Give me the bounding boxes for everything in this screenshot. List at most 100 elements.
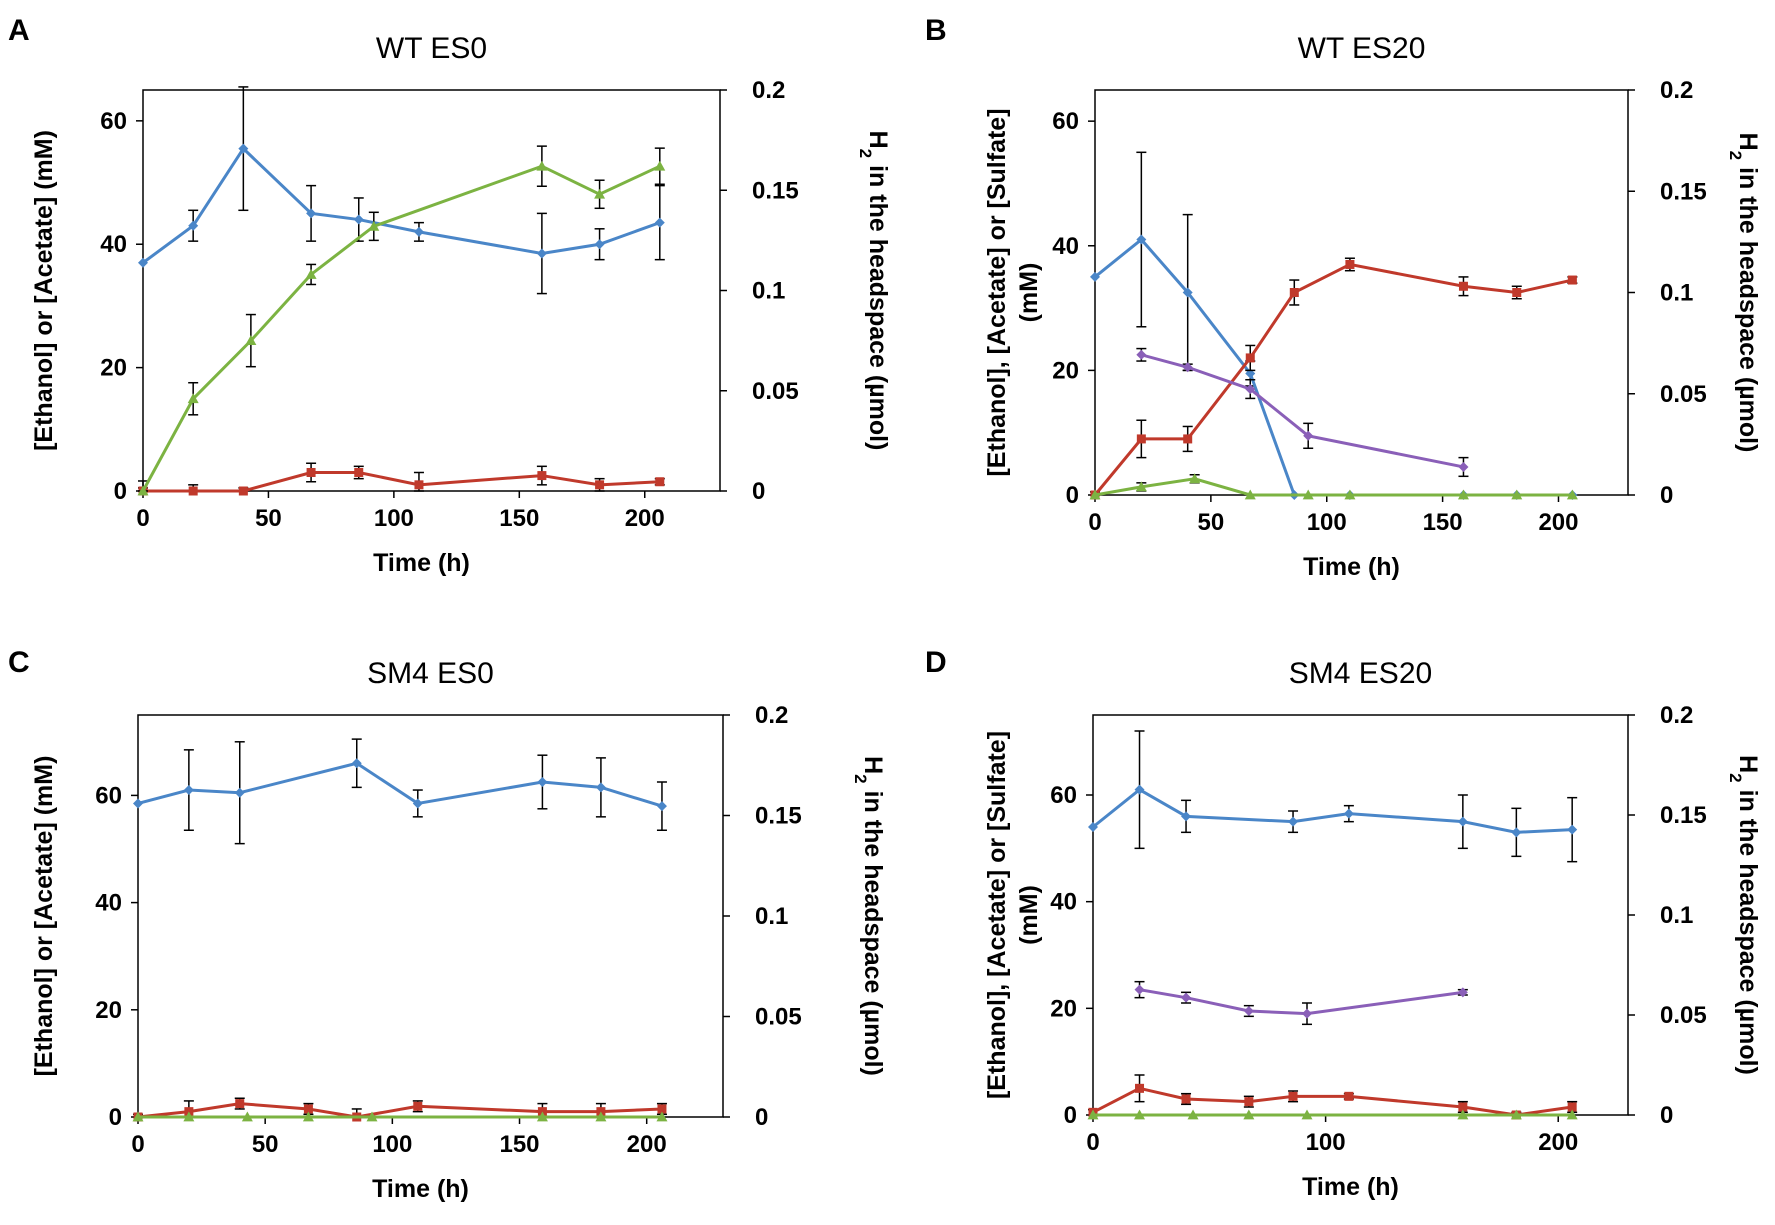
panel-c-plot-frame	[137, 714, 724, 1118]
panel-a-series-h2-line	[141, 164, 661, 492]
panel-a-xtick-label: 50	[255, 505, 282, 532]
panel-d-series-ethanol-point	[1134, 784, 1145, 795]
panel-b-series-acetate-point	[1512, 288, 1522, 297]
panel-b-series-acetate-point	[1136, 434, 1146, 444]
panel-b-series-sulfate-point	[1245, 384, 1256, 395]
panel-c-y2tick-label: 0.05	[755, 1004, 802, 1031]
panel-d-series-sulfate-point	[1134, 984, 1145, 995]
panel-d: D SM4 ES20 0 100 200 0 20 40 60 0 0.05 0.1 0.15 0.2 Ti…	[925, 646, 1762, 1201]
panel-a: A WT ES0 0 50 100 150 200 0 20 40 60 0 0.05 0.1 0.15 0.…	[8, 14, 892, 577]
panel-d-ylabel-units: (mM)	[1015, 885, 1043, 945]
panel-d-ylabel: [Ethanol], [Acetate] or [Sulfate]	[983, 731, 1011, 1099]
panel-b-series-acetate-point	[1245, 353, 1255, 363]
panel-d-series-sulfate-point	[1302, 1008, 1312, 1019]
panel-d-series-acetate-point	[1244, 1097, 1254, 1107]
panel-c-series-h2-point	[132, 1111, 144, 1122]
panel-d-series-h2-point	[1566, 1109, 1578, 1120]
panel-d-ytick-label: 20	[1050, 995, 1077, 1022]
panel-d-series-acetate-point	[1344, 1091, 1354, 1101]
panel-b-series-sulfate-point	[1136, 349, 1147, 360]
panel-a-series-acetate-point	[238, 486, 248, 496]
panel-b-series-acetate-point	[1345, 259, 1355, 269]
panel-a-series-ethanol-point	[413, 226, 424, 237]
panel-b-y2label: H2 in the headspace (µmol)	[1727, 133, 1763, 453]
panel-d-series-h2-point	[1457, 1109, 1469, 1120]
panel-d-series-ethanol-point	[1343, 808, 1354, 819]
panel-d-y2label-h: H	[1734, 755, 1762, 773]
panel-a-series-ethanol-point	[353, 214, 364, 225]
panel-a-series-acetate-point	[414, 480, 424, 490]
panel-a-series-acetate-point	[537, 471, 547, 481]
panel-c-y2label-h: H	[859, 756, 887, 774]
panel-b-y2label-sub: 2	[1727, 151, 1746, 160]
panel-c-y2tick-label: 0.1	[755, 903, 788, 930]
panel-b-series-sulfate-point	[1303, 430, 1314, 441]
panel-b-series-h2-point	[1511, 489, 1523, 500]
panel-d-series-acetate-point	[1567, 1102, 1577, 1112]
panel-c-y2label: H2 in the headspace (µmol)	[852, 756, 888, 1076]
panel-a-series-ethanol-point	[654, 217, 665, 228]
panel-d-letter: D	[925, 646, 947, 679]
panel-d-series-ethanol-point	[1288, 816, 1299, 827]
panel-c-series-ethanol-point	[595, 782, 606, 793]
panel-d-y2tick-label: 0.05	[1660, 1002, 1707, 1029]
panel-d-y2tick-label: 0.15	[1660, 802, 1707, 829]
panel-c-series-h2-point	[656, 1111, 668, 1122]
panel-b-series-acetate-line	[1093, 262, 1573, 496]
panel-c-series-ethanol-point	[412, 798, 423, 809]
panel-d-series-h2-point	[1087, 1109, 1099, 1120]
panel-d-series-acetate-point	[1288, 1091, 1298, 1101]
panel-a-y2tick-label: 0.2	[752, 77, 785, 104]
panel-d-y2label-rest: in the headspace (µmol)	[1734, 783, 1762, 1075]
panel-b-series-h2-point	[1244, 489, 1256, 500]
panel-b-series-acetate-point	[1289, 288, 1299, 297]
panel-b-series-h2-point	[1189, 473, 1201, 484]
panel-d-series-h2-point	[1510, 1109, 1522, 1120]
panel-c-series-acetate-point	[303, 1104, 313, 1114]
panel-c-y2tick-label: 0.15	[755, 803, 802, 830]
panel-b-series-h2	[1089, 473, 1578, 500]
panel-b-series-acetate	[1090, 257, 1578, 500]
panel-a-series-ethanol-point	[238, 143, 249, 154]
panel-a-ytick-label: 60	[100, 108, 127, 135]
panel-b-y2tick-label: 0.05	[1660, 381, 1707, 408]
panel-a-series-ethanol-point	[306, 208, 317, 219]
panel-c-series-acetate-point	[235, 1099, 245, 1109]
panel-d-series-ethanol-line	[1092, 787, 1573, 834]
panel-a-series-ethanol-point	[138, 257, 148, 268]
panel-b-series-ethanol-point	[1182, 287, 1193, 298]
panel-d-series-h2-point	[1243, 1109, 1255, 1120]
panel-a-y2label: H2 in the headspace (µmol)	[857, 131, 893, 451]
panel-b-title: WT ES20	[1298, 32, 1426, 65]
panel-b: B WT ES20 0 50 100 150 200 0 20 40 60 0 0.05 0.1 0.15 0…	[925, 14, 1762, 581]
panel-a-xlabel: Time (h)	[373, 549, 470, 577]
panel-a-ytick-label: 20	[100, 355, 127, 382]
panel-c-series-h2-point	[536, 1111, 548, 1122]
panel-a-series-h2-point	[187, 393, 199, 404]
panel-a-series-h2-point	[654, 160, 666, 171]
panel-d-ytick-label: 40	[1050, 889, 1077, 916]
panel-a-series-ethanol-point	[594, 239, 605, 250]
panel-a-xtick-label: 150	[499, 505, 539, 532]
panel-c-series-ethanol-point	[351, 758, 362, 769]
panel-c-series-acetate-line	[137, 1102, 663, 1119]
panel-b-ylabel: [Ethanol], [Acetate] or [Sulfate]	[983, 108, 1011, 476]
panel-c-series-h2-point	[183, 1111, 195, 1122]
panel-a-y2label-sub: 2	[857, 149, 876, 158]
panel-a-series-h2-point	[594, 188, 606, 199]
panel-d-series-acetate-point	[1458, 1102, 1468, 1112]
panel-d-plot-frame	[1092, 714, 1629, 1116]
panel-d-series-acetate-line	[1092, 1086, 1573, 1117]
panel-d-series-h2	[1087, 1109, 1578, 1120]
panel-b-letter: B	[925, 14, 947, 47]
panel-a-xtick-label: 200	[625, 505, 665, 532]
panel-a-series-ethanol-point	[188, 220, 199, 231]
panel-c-y2tick-label: 0	[755, 1104, 768, 1131]
panel-b-y2label-h: H	[1734, 133, 1762, 151]
panel-d-xtick-label: 200	[1538, 1129, 1578, 1156]
panel-a-y2label-rest: in the headspace (µmol)	[864, 158, 892, 450]
panel-a-ylabel: [Ethanol] or [Acetate] (mM)	[30, 130, 58, 451]
panel-a-y2label-h: H	[864, 131, 892, 149]
panel-b-y2tick-label: 0.2	[1660, 77, 1693, 104]
panel-b-series-ethanol-point	[1090, 271, 1100, 282]
